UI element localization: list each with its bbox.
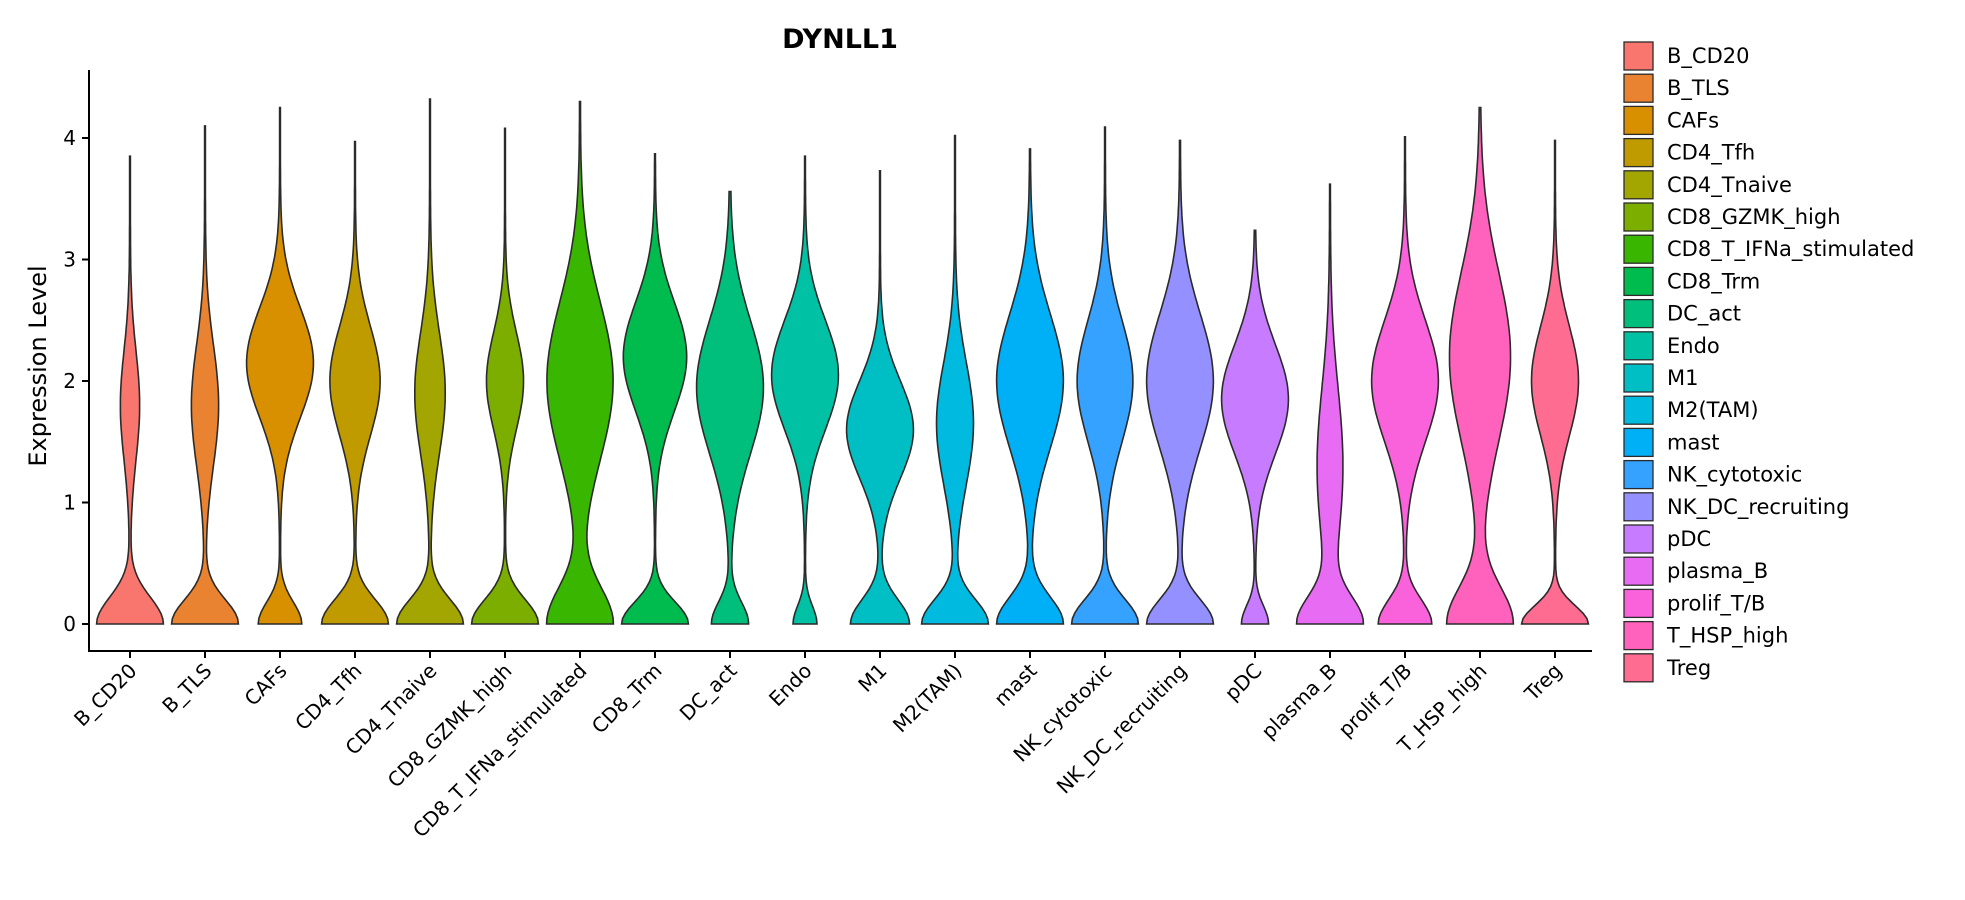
legend-label: CAFs [1667, 108, 1719, 132]
x-ticks: B_CD20 B_TLS CAFsCD4_TfhCD4_TnaiveCD8_GZMK… [69, 651, 1567, 842]
y-tick-label: 3 [63, 248, 76, 272]
x-tick-label: Endo [764, 659, 817, 712]
x-tick-label: CD8_Trm [587, 659, 667, 739]
legend-swatch [1623, 427, 1654, 458]
legend-label: T_HSP_high [1666, 624, 1788, 649]
violin-plasma-b [1295, 183, 1365, 625]
violin-m1 [845, 170, 915, 625]
legend-label: Treg [1666, 656, 1711, 680]
legend-swatch [1623, 266, 1654, 297]
legend-swatch [1623, 170, 1654, 200]
x-tick-label: CAFs [240, 659, 292, 711]
x-tick-label: B_TLS [157, 659, 216, 718]
x-tick-label: plasma_B [1256, 659, 1341, 744]
x-tick-label: CD8_GZMK_high [383, 659, 517, 793]
legend-label: CD8_T_IFNa_stimulated [1667, 237, 1914, 262]
x-tick-label: CD4_Tfh [290, 659, 366, 735]
legend-label: plasma_B [1667, 559, 1768, 584]
legend-label: Endo [1667, 334, 1720, 358]
legend-swatch [1623, 331, 1654, 361]
violin-cd4-tfh [320, 140, 390, 625]
y-tick-label: 4 [63, 126, 76, 150]
legend-label: B_CD20 [1667, 44, 1749, 69]
y-axis-label: Expression Level [24, 265, 52, 466]
legend-label: CD8_Trm [1667, 269, 1760, 294]
x-tick-label: M2(TAM) [888, 659, 967, 738]
x-tick-label: pDC [1220, 659, 1267, 706]
legend-swatch [1623, 363, 1654, 393]
violin-cd8-gzmk-high [470, 127, 540, 625]
x-tick-label: NK_DC_recruiting [1052, 659, 1192, 799]
legend-label: CD4_Tfh [1667, 141, 1755, 166]
legend-label: CD4_Tnaive [1667, 173, 1792, 198]
violin-dc-act [695, 190, 765, 625]
y-tick-label: 0 [63, 612, 76, 636]
violin-cafs [245, 106, 315, 625]
legend-swatch [1623, 105, 1654, 136]
legend: B_CD20 B_TLS CAFs CD4_Tfh CD4_Tnaive CD8_GZMK… [1623, 41, 1914, 683]
legend-label: M1 [1667, 366, 1698, 390]
x-tick-label: Treg [1519, 659, 1566, 706]
legend-swatch [1623, 73, 1654, 103]
legend-label: M2(TAM) [1667, 398, 1759, 422]
violin-pdc [1220, 229, 1290, 625]
legend-swatch [1623, 202, 1654, 232]
violin-cd8-t-ifna-stimulated [545, 100, 615, 625]
violin-b-cd20 [95, 155, 165, 625]
legend-swatch [1623, 459, 1654, 490]
x-tick-label: M1 [853, 659, 891, 697]
legend-label: mast [1667, 430, 1720, 454]
x-tick-label: mast [989, 658, 1041, 710]
legend-swatch [1623, 620, 1654, 651]
legend-label: pDC [1667, 527, 1711, 551]
y-tick-label: 2 [63, 369, 76, 393]
legend-swatch [1623, 234, 1654, 264]
y-ticks: 0 1 2 3 4 [63, 126, 89, 636]
violin-nk-dc-recruiting [1145, 139, 1215, 625]
legend-swatch [1623, 653, 1654, 683]
violin-mast [995, 148, 1065, 625]
violin-t-hsp-high [1445, 106, 1515, 625]
violin-cd8-trm [620, 153, 690, 625]
axes [88, 70, 1592, 652]
x-tick-label: DC_act [675, 658, 742, 725]
legend-label: NK_DC_recruiting [1667, 495, 1849, 520]
legend-label: prolif_T/B [1667, 591, 1765, 616]
x-tick-label: B_CD20 [69, 659, 142, 732]
legend-swatch [1623, 395, 1654, 425]
legend-label: DC_act [1667, 302, 1741, 327]
violin-cd4-tnaive [395, 98, 465, 625]
violin-m2-tam- [920, 134, 990, 625]
violin-group [95, 98, 1590, 625]
legend-label: B_TLS [1667, 76, 1730, 101]
legend-swatch [1623, 41, 1654, 71]
legend-label: CD8_GZMK_high [1667, 205, 1841, 230]
violin-prolif-t-b [1370, 136, 1440, 625]
violin-treg [1520, 139, 1590, 625]
y-tick-label: 1 [63, 491, 76, 515]
legend-swatch [1623, 556, 1654, 586]
legend-swatch [1623, 524, 1654, 554]
chart-title: DYNLL1 [782, 24, 898, 55]
violin-b-tls [170, 125, 240, 625]
legend-swatch [1623, 492, 1654, 522]
legend-swatch [1623, 137, 1654, 168]
legend-swatch [1623, 298, 1654, 329]
legend-label: NK_cytotoxic [1667, 463, 1802, 488]
violin-nk-cytotoxic [1070, 126, 1140, 625]
legend-swatch [1623, 588, 1654, 619]
violin-endo [770, 155, 840, 625]
